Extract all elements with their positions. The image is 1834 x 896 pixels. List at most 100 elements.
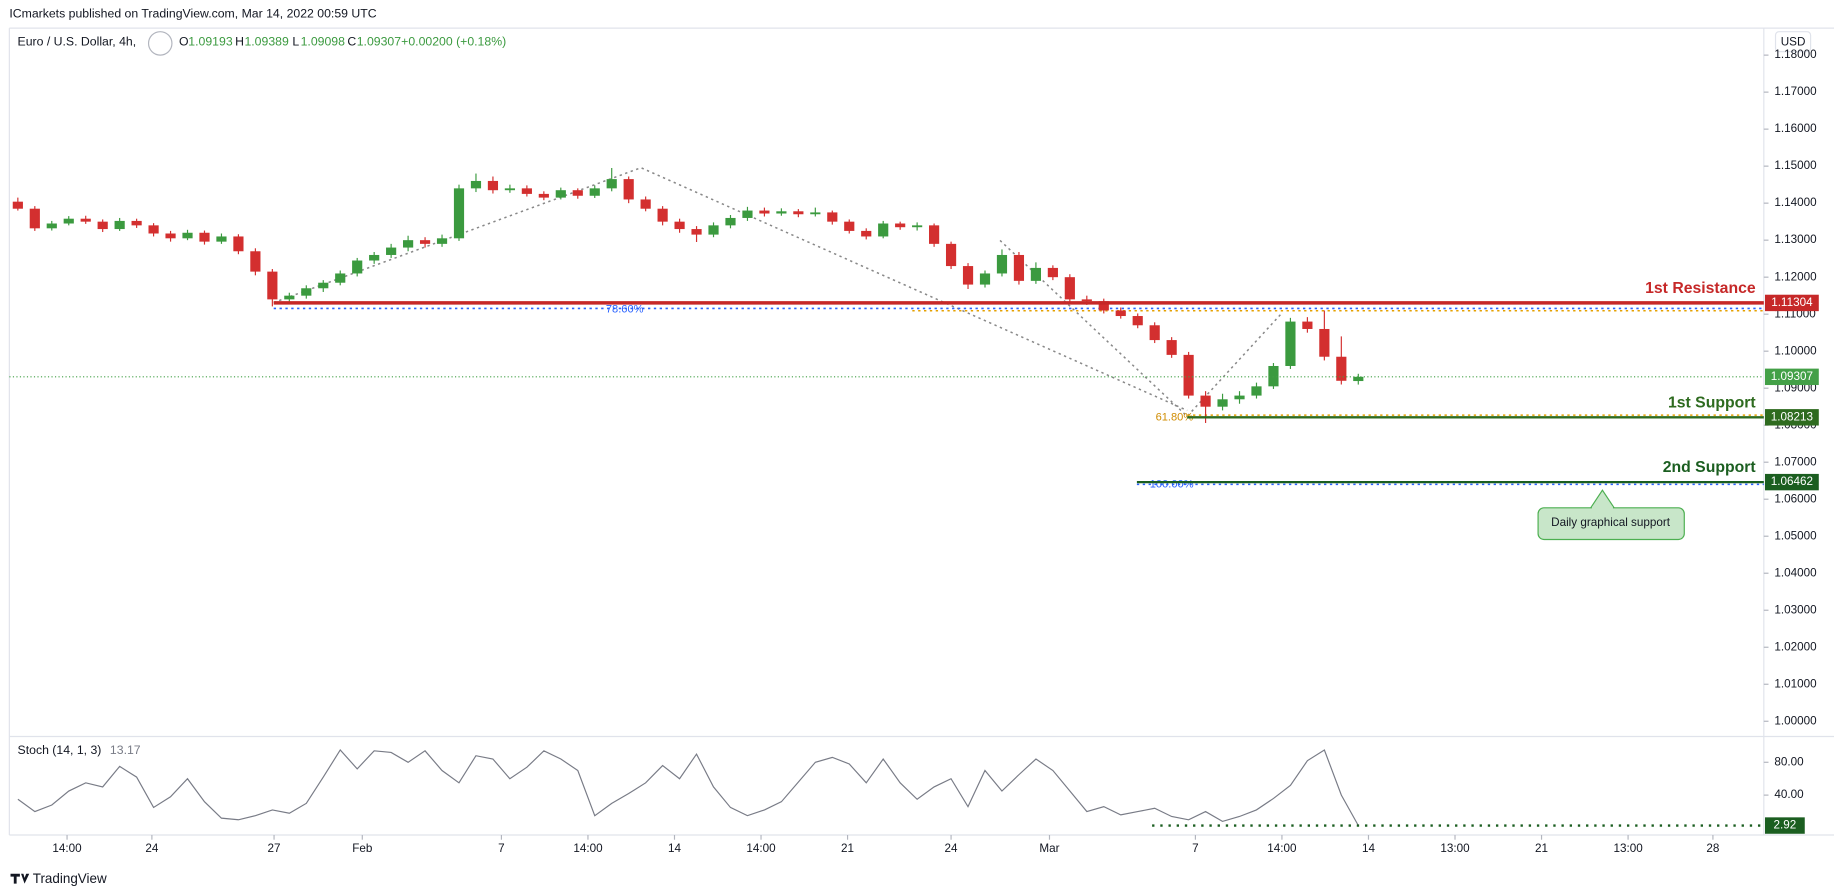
- x-tick-label: 14:00: [573, 842, 603, 855]
- candle-body: [1166, 340, 1177, 355]
- candle-body: [1030, 267, 1041, 281]
- candle-body: [742, 210, 753, 218]
- candle-body: [640, 199, 651, 209]
- y-tick-label: 1.03000: [1774, 603, 1817, 616]
- y-tick-label: 1.00000: [1774, 714, 1817, 727]
- candle-body: [250, 251, 261, 272]
- x-tick-label: Feb: [352, 842, 373, 855]
- change: +0.00200 (+0.18%): [401, 34, 506, 48]
- x-tick-label: 14:00: [52, 842, 82, 855]
- candle-body: [453, 188, 465, 239]
- candle-body: [1115, 310, 1126, 317]
- candle-body: [895, 223, 906, 228]
- candle-body: [844, 221, 855, 231]
- candle-body: [1319, 328, 1330, 357]
- candle-body: [725, 217, 736, 226]
- price-label: 1.11304: [1771, 296, 1813, 309]
- candle-body: [691, 229, 702, 235]
- candle-body: [182, 232, 193, 239]
- candle-body: [759, 210, 770, 214]
- candle-body: [470, 180, 482, 189]
- x-tick-label: 21: [841, 842, 854, 855]
- indicator-reading: 13.17: [110, 743, 141, 757]
- y-tick-label: 40.00: [1774, 788, 1804, 801]
- ohlc-value: 1.09193: [188, 34, 233, 48]
- price-label-box: [1764, 473, 1819, 491]
- candle-body: [962, 266, 974, 285]
- candle-body: [284, 295, 295, 300]
- candle-body: [861, 230, 872, 237]
- zigzag: [273, 166, 1188, 412]
- fib-label: 61.80%: [1156, 411, 1194, 423]
- fib-label: 100.00%: [1150, 478, 1194, 490]
- drawings: [273, 166, 1764, 486]
- y-tick-label: 1.10000: [1774, 344, 1817, 357]
- candle-body: [97, 221, 108, 230]
- x-tick-label: 14:00: [1267, 842, 1297, 855]
- candle-body: [233, 236, 244, 252]
- candle-body: [555, 190, 566, 198]
- candle-body: [1149, 325, 1160, 341]
- candle-body: [1336, 356, 1347, 381]
- candle-body: [996, 254, 1008, 274]
- indicator-title: Stoch (14, 1, 3): [18, 743, 102, 757]
- price-label: 1.06462: [1771, 475, 1813, 488]
- candle-body: [1217, 399, 1228, 407]
- y-tick-label: 1.17000: [1774, 85, 1817, 98]
- x-tick-label: 13:00: [1613, 842, 1643, 855]
- y-tick-label: 1.12000: [1774, 270, 1817, 283]
- price-label: 1.09307: [1771, 370, 1813, 383]
- status-circle: [147, 31, 173, 56]
- candle-body: [810, 212, 821, 215]
- price-label-box: [1764, 294, 1819, 312]
- ohlc-label: L: [292, 34, 299, 48]
- y-tick-label: 1.04000: [1774, 566, 1817, 579]
- x-tick-label: 27: [268, 842, 281, 855]
- candle-body: [623, 179, 634, 200]
- candle-body: [589, 188, 600, 196]
- candle-body: [793, 211, 804, 215]
- candle-body: [1268, 365, 1279, 387]
- brand: TradingView: [33, 871, 107, 886]
- x-tick-label: Mar: [1039, 842, 1059, 855]
- candle-body: [436, 238, 448, 244]
- candle-body: [318, 282, 329, 289]
- ohlc-label: O: [179, 34, 189, 48]
- indicator-label-box: [1764, 817, 1805, 834]
- candle-body: [674, 221, 685, 230]
- ohlc-value: 1.09098: [301, 34, 346, 48]
- indicator-line: [17, 749, 1359, 826]
- x-tick-label: 13:00: [1440, 842, 1470, 855]
- x-tick-label: 14:00: [746, 842, 776, 855]
- fib-label: 78.60%: [606, 304, 644, 316]
- price-label-box: [1764, 409, 1819, 426]
- price-label: 1.08213: [1771, 410, 1813, 423]
- candle-body: [199, 232, 210, 242]
- currency: USD: [1781, 35, 1806, 48]
- candle-body: [352, 260, 363, 274]
- x-tick-label: 14: [1362, 842, 1375, 855]
- candle-body: [1064, 277, 1075, 300]
- y-tick-label: 1.15000: [1774, 159, 1817, 172]
- candles: [12, 167, 1364, 423]
- candle-body: [301, 288, 312, 296]
- candle-body: [216, 236, 227, 242]
- candle-body: [945, 243, 957, 267]
- candle-body: [80, 218, 91, 222]
- candle-body: [1285, 321, 1296, 366]
- y-tick-label: 1.01000: [1774, 677, 1817, 690]
- price-label-box: [1764, 368, 1819, 386]
- candle-body: [386, 247, 397, 255]
- currency-box[interactable]: [1774, 31, 1812, 53]
- candle-body: [504, 188, 515, 191]
- candle-body: [521, 188, 532, 194]
- candle-body: [979, 273, 991, 285]
- candle-body: [148, 225, 159, 234]
- level-name: 1st Resistance: [1645, 280, 1756, 297]
- x-tick-label: 24: [145, 842, 158, 855]
- candle-body: [1047, 267, 1058, 278]
- candle-body: [267, 271, 278, 300]
- candle-body: [487, 180, 499, 191]
